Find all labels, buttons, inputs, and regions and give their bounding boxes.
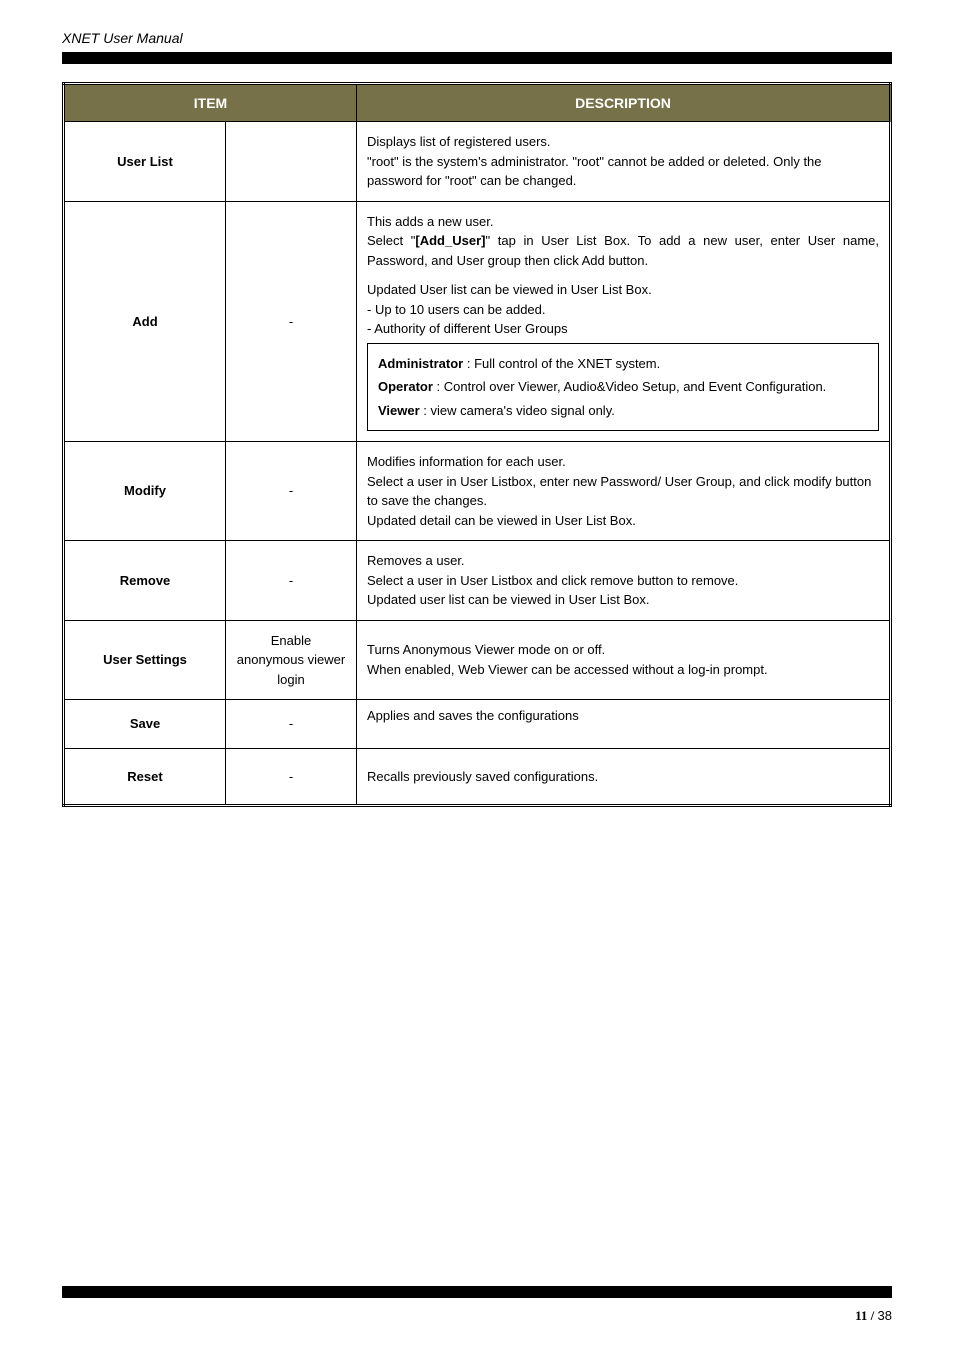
row-label-remove: Remove <box>64 541 226 621</box>
box-op-b: Operator <box>378 379 433 394</box>
row-sub-save: - <box>226 700 357 749</box>
add-l2b: [Add_User] <box>415 233 485 248</box>
box-line-viewer: Viewer : view camera's video signal only… <box>378 401 868 421</box>
table-row: Add - This adds a new user. Select "[Add… <box>64 201 891 442</box>
add-desc-line2: Select "[Add_User]" tap in User List Box… <box>367 231 879 270</box>
header-item: ITEM <box>64 84 357 122</box>
table-header-row: ITEM DESCRIPTION <box>64 84 891 122</box>
row-label-add: Add <box>64 201 226 442</box>
row-sub-reset: - <box>226 748 357 806</box>
table-row: Save - Applies and saves the configurati… <box>64 700 891 749</box>
header-description: DESCRIPTION <box>357 84 891 122</box>
table-row: User List Displays list of registered us… <box>64 122 891 202</box>
box-op-t: : Control over Viewer, Audio&Video Setup… <box>433 379 826 394</box>
user-groups-box: Administrator : Full control of the XNET… <box>367 343 879 432</box>
row-label-user-settings: User Settings <box>64 620 226 700</box>
header-bar <box>62 52 892 64</box>
add-l2a: Select " <box>367 233 415 248</box>
row-sub-user-list <box>226 122 357 202</box>
row-desc-reset: Recalls previously saved configurations. <box>357 748 891 806</box>
table-row: User Settings Enable anonymous viewer lo… <box>64 620 891 700</box>
row-label-reset: Reset <box>64 748 226 806</box>
box-admin-t: : Full control of the XNET system. <box>463 356 660 371</box>
row-desc-user-list: Displays list of registered users. "root… <box>357 122 891 202</box>
row-sub-user-settings: Enable anonymous viewer login <box>226 620 357 700</box>
add-desc-line1: This adds a new user. <box>367 212 879 232</box>
row-desc-modify: Modifies information for each user. Sele… <box>357 442 891 541</box>
add-desc-line3: Updated User list can be viewed in User … <box>367 280 879 300</box>
add-desc-line5: - Authority of different User Groups <box>367 319 879 339</box>
table-row: Reset - Recalls previously saved configu… <box>64 748 891 806</box>
box-admin-b: Administrator <box>378 356 463 371</box>
page-number: 11 / 38 <box>855 1308 892 1324</box>
row-desc-remove: Removes a user. Select a user in User Li… <box>357 541 891 621</box>
box-view-b: Viewer <box>378 403 420 418</box>
row-desc-save: Applies and saves the configurations <box>357 700 891 749</box>
row-desc-add: This adds a new user. Select "[Add_User]… <box>357 201 891 442</box>
spacer <box>367 270 879 280</box>
page-number-rest: 38 <box>878 1308 892 1323</box>
description-table: ITEM DESCRIPTION User List Displays list… <box>62 82 892 807</box>
row-sub-add: - <box>226 201 357 442</box>
row-sub-remove: - <box>226 541 357 621</box>
footer-bar <box>62 1286 892 1298</box>
row-label-modify: Modify <box>64 442 226 541</box>
box-line-operator: Operator : Control over Viewer, Audio&Vi… <box>378 377 868 397</box>
box-view-t: : view camera's video signal only. <box>420 403 615 418</box>
add-desc-line4: - Up to 10 users can be added. <box>367 300 879 320</box>
page-number-bold: 11 / <box>855 1308 877 1323</box>
box-line-admin: Administrator : Full control of the XNET… <box>378 354 868 374</box>
row-desc-user-settings: Turns Anonymous Viewer mode on or off. W… <box>357 620 891 700</box>
row-sub-modify: - <box>226 442 357 541</box>
table-row: Remove - Removes a user. Select a user i… <box>64 541 891 621</box>
table-row: Modify - Modifies information for each u… <box>64 442 891 541</box>
row-label-user-list: User List <box>64 122 226 202</box>
row-label-save: Save <box>64 700 226 749</box>
doc-title: XNET User Manual <box>62 30 892 46</box>
